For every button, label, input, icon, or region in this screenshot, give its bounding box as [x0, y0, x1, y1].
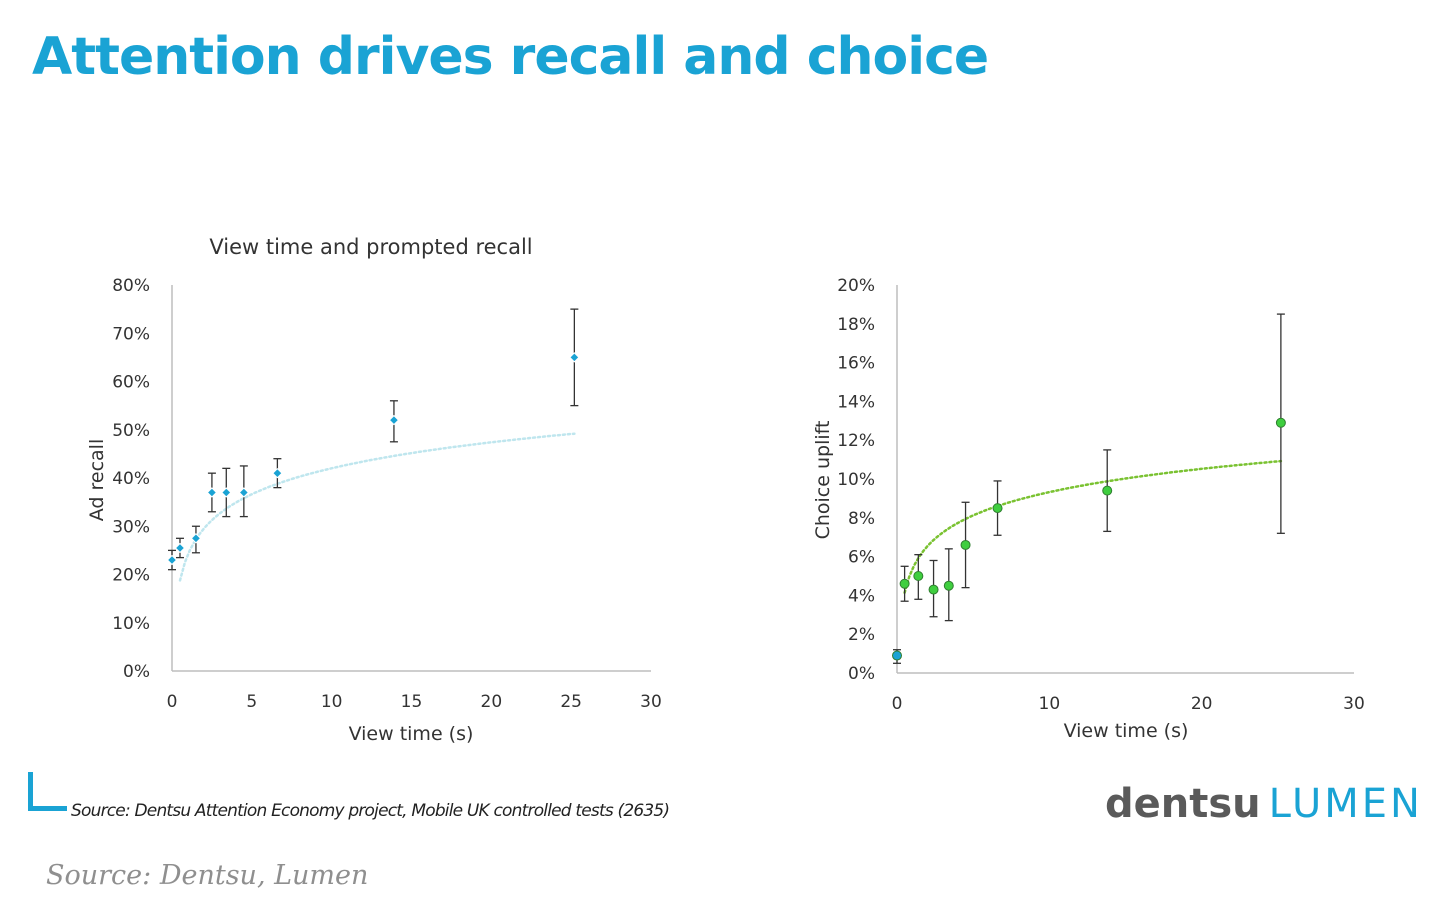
choice-y-tick-label: 8%	[848, 509, 875, 529]
recall-x-tick-label: 15	[401, 692, 423, 712]
choice-y-tick-label: 0%	[848, 664, 875, 684]
choice-data-point	[913, 571, 924, 581]
recall-data-point	[174, 542, 186, 554]
choice-chart: 0 10 20 30 0% 2% 4% 6% 8% 10% 12% 14% 16% 18% 20% View…	[812, 276, 1365, 742]
recall-y-axis-title: Ad recall	[86, 439, 108, 522]
recall-y-tick-label: 70%	[112, 324, 150, 344]
choice-y-tick-label: 2%	[848, 625, 875, 645]
recall-data-point	[166, 554, 178, 566]
choice-x-tick-label: 10	[1039, 694, 1061, 714]
choice-x-tick-label: 20	[1191, 694, 1213, 714]
recall-y-tick-label: 50%	[112, 421, 150, 441]
choice-y-tick-label: 6%	[848, 548, 875, 568]
recall-data-point	[206, 487, 218, 498]
choice-plot-area: 0 10 20 30 0% 2% 4% 6% 8% 10% 12% 14% 16% 18% 20%	[837, 276, 1365, 714]
choice-trendline	[903, 459, 1283, 594]
choice-y-tick-label: 20%	[837, 276, 875, 296]
choice-x-tick-label: 0	[892, 694, 903, 714]
source-note: Source: Dentsu Attention Economy project…	[71, 801, 670, 821]
logo-dentsu-text: dentsu	[1105, 781, 1261, 827]
recall-data-point	[221, 487, 232, 498]
recall-y-tick-label: 80%	[112, 276, 150, 296]
page-title: Attention drives recall and choice	[32, 27, 989, 87]
recall-x-tick-label: 0	[167, 692, 178, 712]
choice-x-axis-title: View time (s)	[1064, 720, 1189, 742]
recall-y-tick-label: 60%	[112, 373, 150, 393]
recall-data-point	[238, 487, 250, 498]
recall-y-tick-label: 20%	[112, 566, 150, 586]
recall-y-tick-label: 30%	[112, 517, 150, 537]
choice-y-tick-label: 4%	[848, 586, 875, 606]
recall-y-tick-label: 40%	[112, 469, 150, 489]
choice-data-point	[928, 584, 939, 595]
choice-data-point	[943, 580, 954, 591]
choice-y-tick-label: 14%	[837, 392, 875, 412]
brand-logo: dentsu LUMEN	[1105, 780, 1423, 828]
choice-data-point	[899, 578, 910, 589]
choice-y-tick-label: 12%	[837, 431, 875, 451]
choice-data-point	[1102, 485, 1113, 496]
recall-x-tick-label: 5	[246, 692, 257, 712]
recall-trendline	[178, 432, 576, 582]
choice-data-point	[1275, 417, 1286, 428]
corner-bracket-icon	[28, 772, 67, 811]
choice-data-point	[960, 539, 971, 550]
recall-x-tick-label: 30	[640, 692, 662, 712]
recall-chart: View time and prompted recall 0 5 10 15 20 25…	[86, 235, 662, 745]
choice-y-axis-title: Choice uplift	[812, 421, 834, 540]
image-caption: Source: Dentsu, Lumen	[46, 860, 369, 891]
recall-data-point	[190, 533, 202, 544]
recall-x-tick-label: 10	[321, 692, 343, 712]
recall-x-axis-title: View time (s)	[349, 723, 474, 745]
choice-y-tick-label: 18%	[837, 315, 875, 335]
recall-data-point	[569, 352, 580, 363]
choice-y-tick-label: 10%	[837, 470, 875, 490]
logo-lumen-text: LUMEN	[1268, 781, 1423, 827]
choice-y-tick-label: 16%	[837, 354, 875, 374]
recall-data-point	[272, 467, 283, 479]
recall-y-tick-label: 10%	[112, 614, 150, 634]
recall-x-tick-label: 25	[560, 692, 582, 712]
choice-data-point	[992, 503, 1003, 514]
recall-chart-title: View time and prompted recall	[209, 235, 532, 259]
recall-data-point	[388, 414, 400, 426]
choice-data-point	[892, 650, 902, 661]
recall-x-tick-label: 20	[481, 692, 503, 712]
recall-y-tick-label: 0%	[123, 662, 150, 682]
choice-x-tick-label: 30	[1343, 694, 1365, 714]
recall-plot-area: 0 5 10 15 20 25 30 0% 10% 20% 30% 40% 50% 60% 70% 80%	[112, 276, 662, 712]
